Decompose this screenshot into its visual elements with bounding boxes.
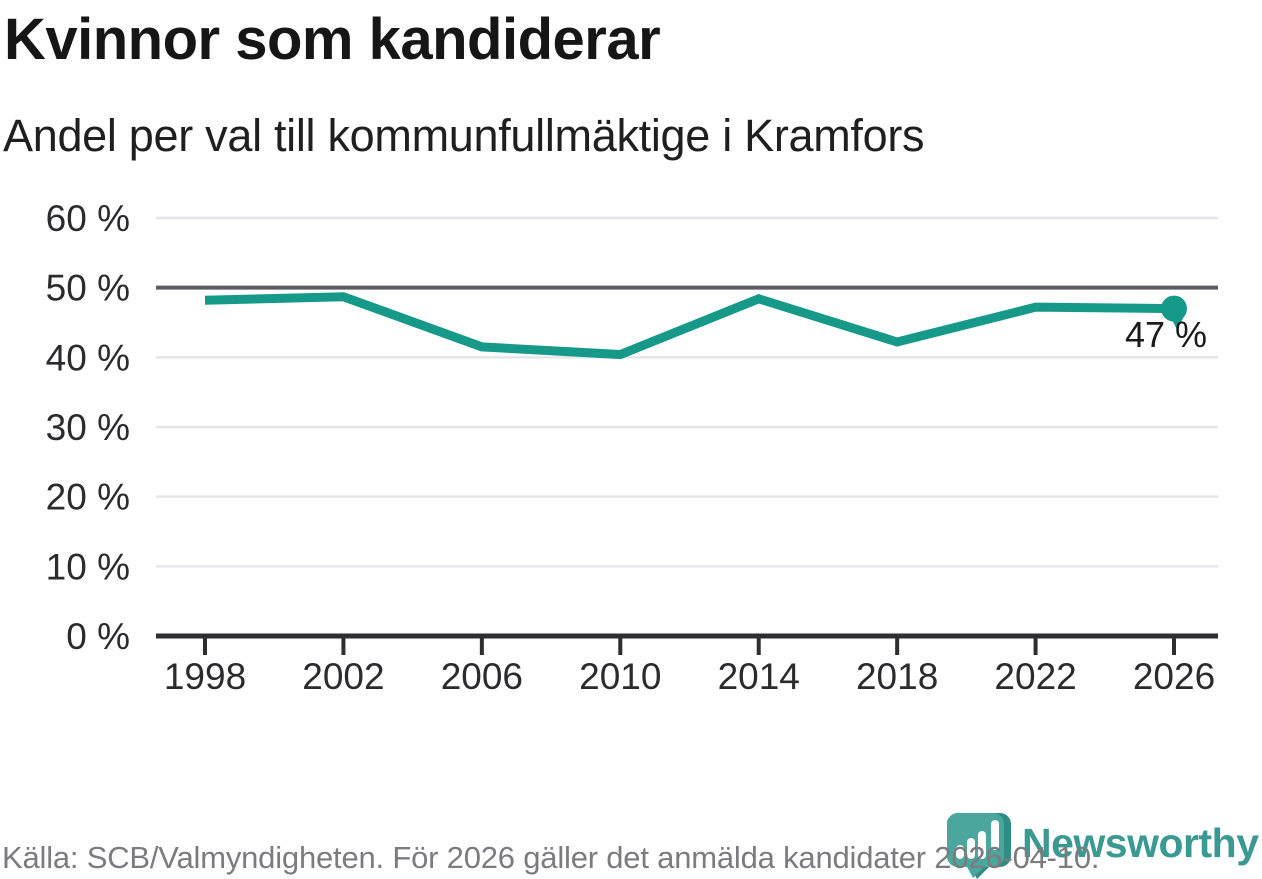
chart-subtitle: Andel per val till kommunfullmäktige i K… <box>3 110 925 161</box>
end-point-marker <box>1161 295 1188 322</box>
y-tick-label-30: 30 % <box>46 407 130 448</box>
source-attribution: Källa: SCB/Valmyndigheten. För 2026 gäll… <box>2 840 1100 875</box>
end-value-label: 47 % <box>1125 314 1207 355</box>
y-tick-label-0: 0 % <box>66 616 130 657</box>
y-tick-label-40: 40 % <box>46 337 130 378</box>
y-tick-label-10: 10 % <box>46 546 130 587</box>
newsworthy-logo: Newsworthy <box>946 812 1259 879</box>
x-tick-label-2026: 2026 <box>1133 656 1215 697</box>
x-tick-label-2006: 2006 <box>441 656 523 697</box>
newsworthy-speech-bubble-barchart-icon <box>947 813 1011 879</box>
y-tick-label-60: 60 % <box>46 198 130 239</box>
x-tick-label-2014: 2014 <box>718 656 800 697</box>
x-tick-label-2002: 2002 <box>302 656 384 697</box>
data-line-andel-kvinnor-som-kandiderar-(%) <box>204 292 1175 360</box>
y-tick-label-20: 20 % <box>46 477 130 518</box>
x-tick-label-2022: 2022 <box>994 656 1076 697</box>
newsworthy-wordmark: Newsworthy <box>1022 820 1259 866</box>
x-tick-label-1998: 1998 <box>164 656 246 697</box>
y-tick-label-50: 50 % <box>46 268 130 309</box>
x-tick-label-2010: 2010 <box>579 656 661 697</box>
line-chart: 0 % 10 % 20 % 30 % 40 % 50 % 60 % 1998 2002 2006 2… <box>46 198 1218 697</box>
x-tick-label-2018: 2018 <box>856 656 938 697</box>
chart-title: Kvinnor som kandiderar <box>4 7 661 72</box>
